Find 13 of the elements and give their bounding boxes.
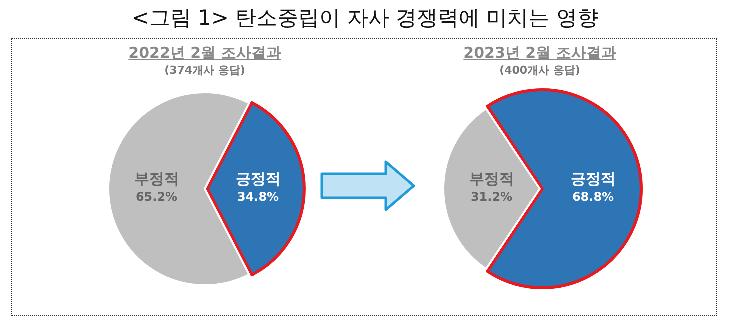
chart-title: 2022년 2월 조사결과: [128, 44, 282, 63]
slice-label: 부정적: [134, 170, 180, 188]
slice-label: 긍정적: [570, 170, 616, 188]
data-label: 68.8%: [572, 190, 614, 204]
slice-label: 부정적: [469, 170, 514, 188]
data-label: 31.2%: [470, 190, 513, 204]
slice-label: 긍정적: [236, 170, 281, 188]
text: <그림 1> 탄소중립이 자사 경쟁력에 미치는 영향: [130, 5, 600, 32]
data-label: 65.2%: [136, 190, 178, 204]
data-label: 34.8%: [237, 190, 280, 204]
chart-title: 2023년 2월 조사결과: [462, 44, 618, 63]
chart-subtitle: (374개사 응답): [164, 63, 246, 78]
chart-subtitle: (400개사 응답): [498, 63, 582, 78]
